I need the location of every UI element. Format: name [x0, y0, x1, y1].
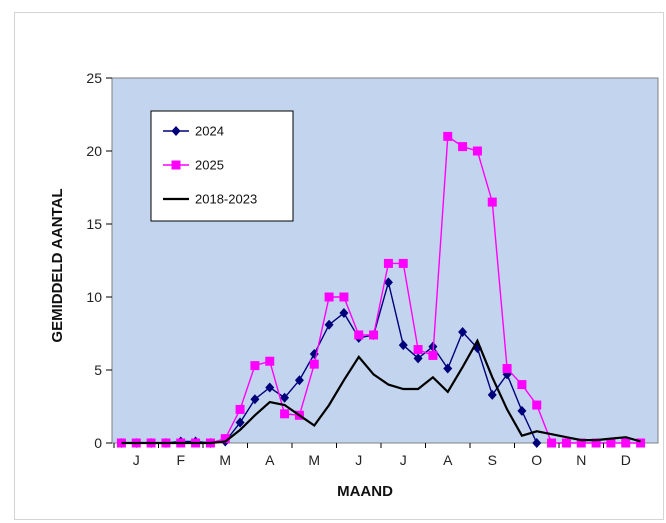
series-2018-2023 — [121, 338, 641, 445]
data-point — [443, 131, 453, 141]
data-point — [324, 292, 334, 302]
data-point — [606, 438, 616, 448]
data-point — [591, 438, 601, 448]
data-point — [487, 197, 497, 207]
data-point — [339, 292, 349, 302]
y-tick-label: 10 — [86, 289, 102, 305]
legend-swatch-marker — [171, 160, 181, 170]
y-tick-label: 5 — [94, 362, 102, 378]
data-point — [502, 364, 512, 374]
y-tick-label: 0 — [94, 435, 102, 451]
x-tick-label: D — [621, 452, 631, 468]
legend-item: 2025 — [163, 158, 224, 173]
x-tick-label: F — [176, 452, 185, 468]
data-point — [280, 409, 290, 419]
data-point — [428, 350, 438, 360]
y-tick-label: 20 — [86, 143, 102, 159]
data-point — [339, 308, 349, 319]
data-point — [324, 319, 334, 330]
data-point — [369, 330, 379, 340]
x-tick-label: O — [531, 452, 542, 468]
y-axis-title: GEMIDDELD AANTAL — [49, 188, 66, 342]
data-point — [532, 438, 542, 448]
x-tick-label: J — [355, 452, 362, 468]
legend-label: 2018-2023 — [195, 192, 257, 207]
data-point — [398, 340, 408, 351]
data-point — [309, 359, 319, 369]
data-point — [547, 438, 557, 448]
x-tick-label: J — [133, 452, 140, 468]
legend-label: 2024 — [195, 124, 224, 139]
data-point — [621, 438, 631, 448]
data-point — [472, 146, 482, 156]
series-line — [121, 338, 641, 445]
data-point — [413, 345, 423, 355]
x-tick-label: A — [265, 452, 275, 468]
data-point — [294, 375, 304, 386]
data-point — [398, 258, 408, 268]
data-point — [458, 327, 468, 338]
data-point — [517, 380, 527, 390]
data-point — [250, 394, 260, 405]
legend-item: 2024 — [163, 124, 224, 139]
data-point — [517, 405, 527, 416]
data-point — [220, 434, 230, 444]
data-point — [235, 404, 245, 414]
data-point — [443, 363, 453, 374]
data-point — [265, 356, 275, 366]
data-point — [354, 330, 364, 340]
y-tick-label: 15 — [86, 216, 102, 232]
data-point — [383, 258, 393, 268]
x-tick-label: J — [400, 452, 407, 468]
x-axis-title: MAAND — [337, 483, 393, 500]
data-point — [250, 361, 260, 371]
x-tick-label: M — [219, 452, 231, 468]
data-point — [280, 392, 290, 403]
x-tick-label: M — [308, 452, 320, 468]
legend-item: 2018-2023 — [163, 192, 257, 207]
legend-label: 2025 — [195, 158, 224, 173]
data-point — [235, 417, 245, 428]
legend-swatch-marker — [171, 126, 181, 136]
x-tick-label: N — [576, 452, 586, 468]
y-tick-label: 25 — [86, 70, 102, 86]
data-point — [532, 400, 542, 410]
data-point — [413, 353, 423, 364]
chart-frame: 0 5 10 15 20 25 J F M A M J J A S O N D MAAND GEMIDDELD AAN… — [14, 12, 664, 520]
data-point — [576, 438, 586, 448]
data-point — [636, 438, 646, 448]
x-tick-label: S — [488, 452, 497, 468]
data-point — [383, 277, 393, 288]
data-point — [487, 389, 497, 400]
data-point — [561, 438, 571, 448]
x-tick-label: A — [443, 452, 453, 468]
data-point — [458, 142, 468, 152]
data-point — [265, 382, 275, 393]
